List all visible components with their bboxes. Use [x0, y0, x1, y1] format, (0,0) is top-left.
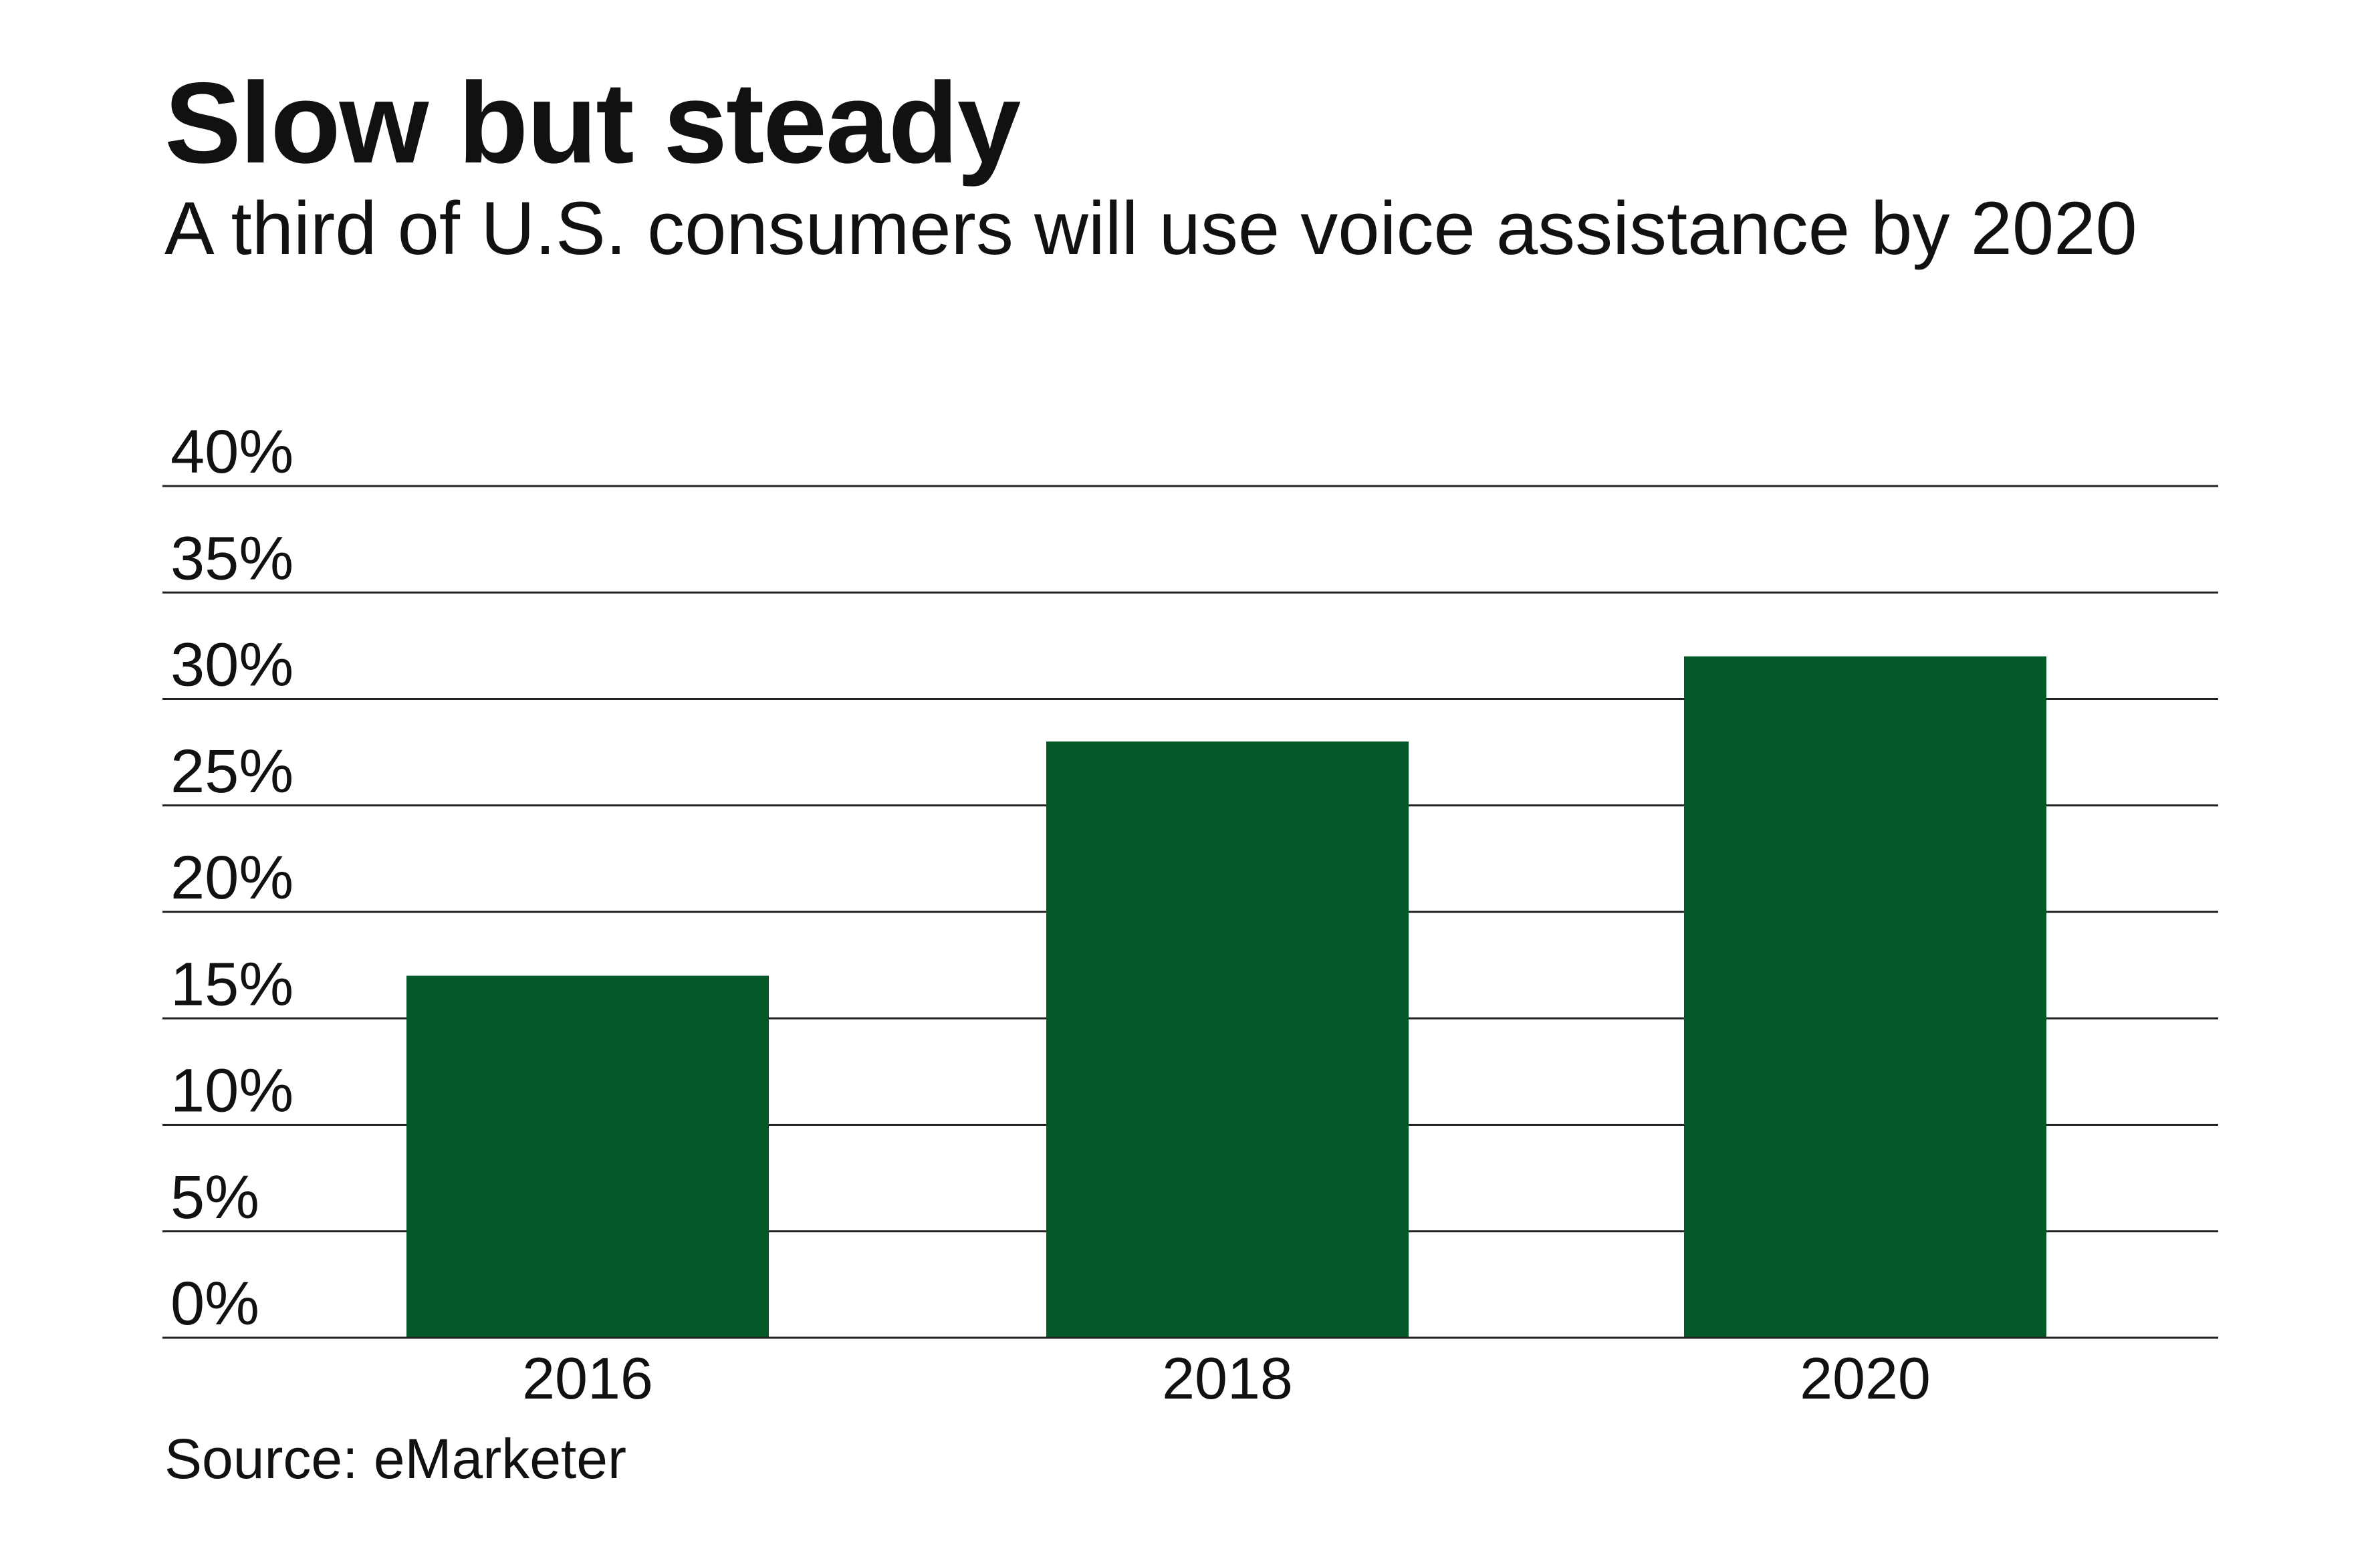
y-tick-label: 20% — [170, 844, 293, 912]
x-category-label: 2018 — [1162, 1345, 1293, 1411]
y-tick-label: 5% — [170, 1163, 259, 1231]
y-tick-label: 30% — [170, 631, 293, 699]
y-tick-label: 15% — [170, 950, 293, 1018]
y-tick-label: 25% — [170, 737, 293, 806]
x-category-label: 2020 — [1800, 1345, 1931, 1411]
y-tick-label: 10% — [170, 1057, 293, 1125]
source-note: Source: eMarketer — [164, 1427, 626, 1490]
bars — [406, 656, 2046, 1338]
bar-2018 — [1046, 741, 1409, 1338]
chart-subtitle: A third of U.S. consumers will use voice… — [164, 187, 2137, 270]
bar-2016 — [406, 975, 769, 1338]
chart-title: Slow but steady — [164, 59, 1021, 187]
y-tick-label: 35% — [170, 524, 293, 592]
y-tick-label: 40% — [170, 418, 293, 486]
x-axis-category-labels: 2016 2018 2020 — [522, 1345, 1931, 1411]
x-category-label: 2016 — [522, 1345, 653, 1411]
bar-2020 — [1684, 656, 2046, 1338]
y-axis-tick-labels: 0% 5% 10% 15% 20% 25% 30% 35% 40% — [170, 418, 293, 1338]
y-tick-label: 0% — [170, 1270, 259, 1338]
